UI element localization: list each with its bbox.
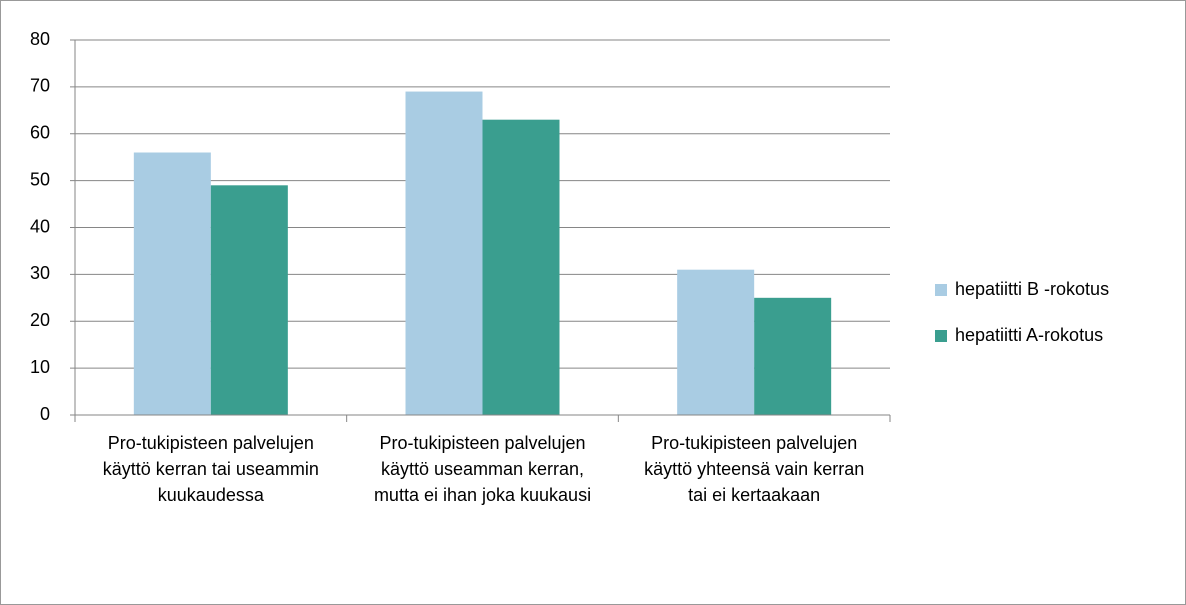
legend-label: hepatiitti A-rokotus <box>955 325 1103 345</box>
x-tick-label: Pro-tukipisteen palvelujen käyttö yhteen… <box>644 433 865 505</box>
legend-label: hepatiitti B -rokotus <box>955 279 1109 299</box>
legend-swatch <box>935 330 947 342</box>
y-tick-label: 50 <box>30 169 50 189</box>
x-tick-label: Pro-tukipisteen palvelujen käyttö useamm… <box>373 433 592 505</box>
bar <box>133 152 211 415</box>
y-tick-label: 80 <box>30 29 50 49</box>
x-tick-label: Pro-tukipisteen palvelujen käyttö kerran… <box>102 433 319 505</box>
bar <box>482 119 560 415</box>
y-tick-label: 30 <box>30 263 50 283</box>
y-tick-label: 70 <box>30 76 50 96</box>
bar <box>754 297 832 415</box>
y-tick-label: 20 <box>30 310 50 330</box>
bar <box>210 185 288 415</box>
y-tick-label: 0 <box>40 404 50 424</box>
bar <box>677 269 755 415</box>
bar <box>405 91 483 415</box>
y-tick-label: 40 <box>30 216 50 236</box>
y-tick-label: 60 <box>30 123 50 143</box>
y-tick-label: 10 <box>30 357 50 377</box>
legend-swatch <box>935 284 947 296</box>
